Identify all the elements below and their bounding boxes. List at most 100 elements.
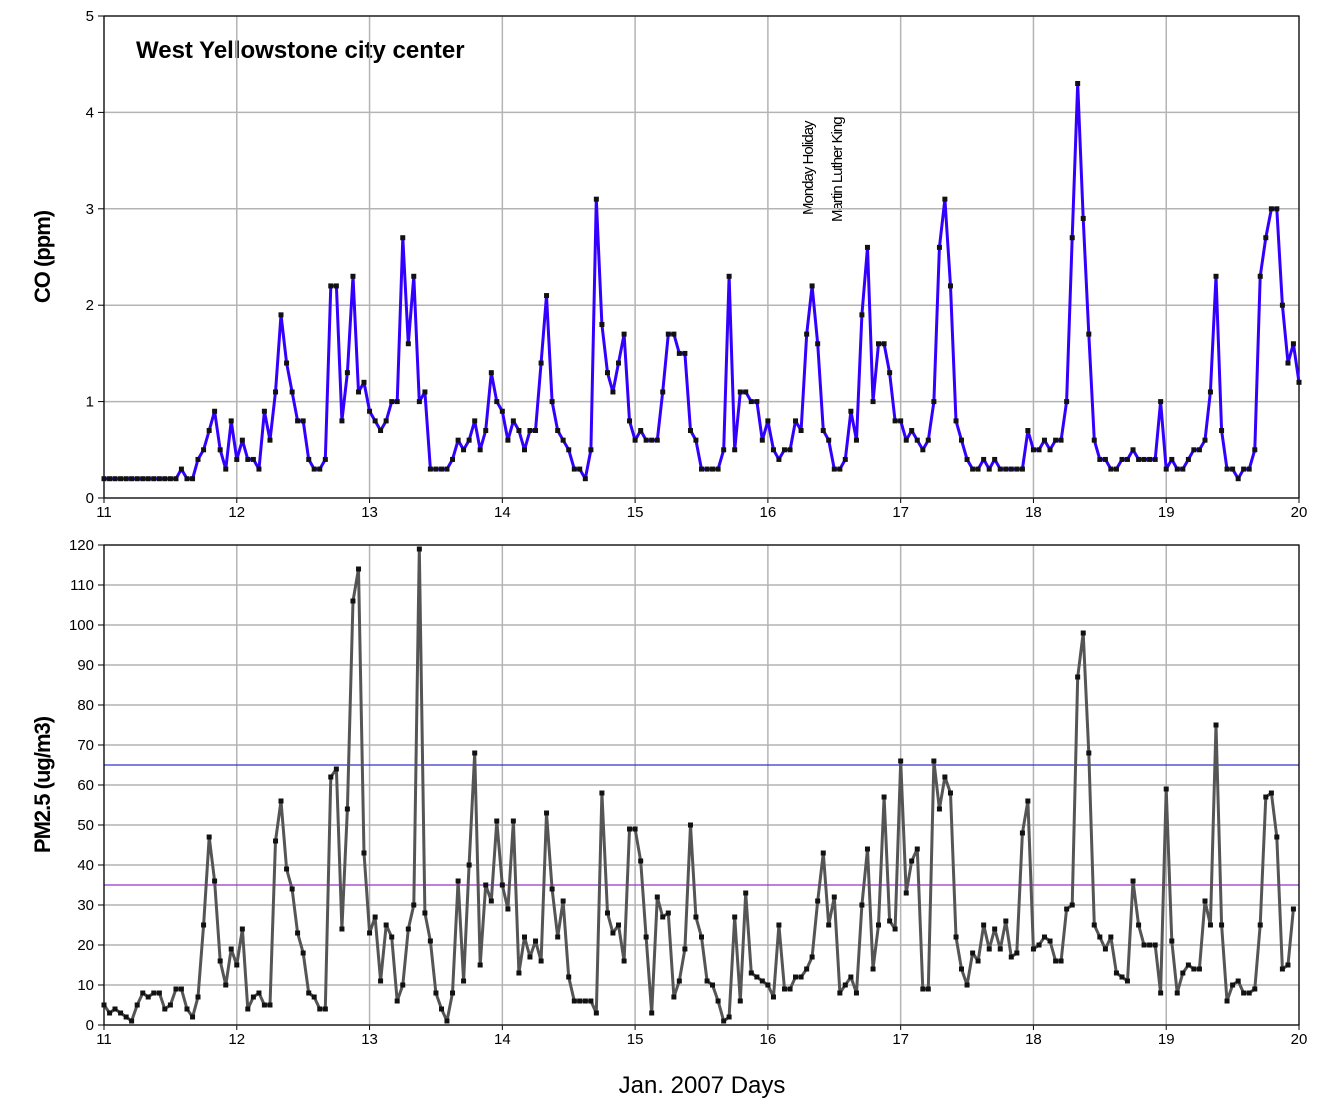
- data-point: [151, 476, 157, 482]
- data-point: [1091, 437, 1097, 443]
- data-point: [206, 428, 212, 434]
- data-point: [621, 331, 627, 337]
- data-point: [732, 914, 738, 920]
- data-point: [1185, 962, 1191, 968]
- x-tick-label: 11: [96, 504, 112, 521]
- x-tick-label: 19: [1158, 1031, 1175, 1048]
- data-point: [1053, 958, 1059, 964]
- data-point: [123, 476, 129, 482]
- data-point: [295, 930, 301, 936]
- data-point: [1252, 986, 1258, 992]
- x-tick-label: 15: [627, 1031, 644, 1048]
- data-point: [566, 447, 572, 453]
- data-point: [328, 774, 334, 780]
- data-point: [737, 389, 743, 395]
- data-point: [173, 986, 179, 992]
- data-point: [1069, 902, 1075, 908]
- data-point: [444, 466, 450, 472]
- data-point: [1196, 447, 1202, 453]
- data-point: [1202, 437, 1208, 443]
- data-point: [322, 1006, 328, 1012]
- data-point: [350, 273, 356, 279]
- data-point: [665, 910, 671, 916]
- data-point: [660, 914, 666, 920]
- y-tick-label: 5: [86, 8, 94, 25]
- data-point: [1124, 978, 1130, 984]
- data-point: [1257, 273, 1263, 279]
- data-point: [416, 546, 422, 552]
- data-point: [228, 946, 234, 952]
- data-point: [118, 476, 124, 482]
- data-point: [1141, 942, 1147, 948]
- data-point: [472, 750, 478, 756]
- data-point: [931, 399, 937, 405]
- y-tick-label: 10: [77, 977, 94, 994]
- data-point: [809, 954, 815, 960]
- data-point: [212, 408, 218, 414]
- data-point: [831, 466, 837, 472]
- data-point: [881, 341, 887, 347]
- data-point: [195, 994, 201, 1000]
- data-point: [1274, 834, 1280, 840]
- data-point: [389, 934, 395, 940]
- data-point: [167, 1002, 173, 1008]
- data-point: [1108, 934, 1114, 940]
- data-point: [776, 456, 782, 462]
- data-point: [721, 1018, 727, 1024]
- data-point: [400, 982, 406, 988]
- data-point: [1003, 466, 1009, 472]
- data-point: [538, 360, 544, 366]
- data-point: [770, 447, 776, 453]
- data-point: [339, 418, 345, 424]
- data-point: [715, 998, 721, 1004]
- data-point: [1257, 922, 1263, 928]
- data-point: [450, 456, 456, 462]
- x-tick-label: 12: [228, 504, 245, 521]
- data-point: [1279, 966, 1285, 972]
- data-point: [112, 1006, 118, 1012]
- data-point: [870, 399, 876, 405]
- data-point: [1174, 990, 1180, 996]
- data-point: [1064, 906, 1070, 912]
- data-point: [416, 399, 422, 405]
- data-point: [588, 998, 594, 1004]
- data-point: [903, 437, 909, 443]
- data-point: [947, 283, 953, 289]
- data-point: [986, 946, 992, 952]
- data-point: [981, 456, 987, 462]
- data-point: [1108, 466, 1114, 472]
- data-point: [627, 826, 633, 832]
- y-tick-label: 1: [86, 394, 94, 411]
- x-tick-label: 20: [1291, 1031, 1308, 1048]
- data-point: [826, 437, 832, 443]
- data-point: [383, 418, 389, 424]
- data-point: [1124, 456, 1130, 462]
- data-point: [1019, 830, 1025, 836]
- data-point: [853, 437, 859, 443]
- data-point: [588, 447, 594, 453]
- data-point: [654, 437, 660, 443]
- data-point: [837, 990, 843, 996]
- data-point: [942, 774, 948, 780]
- data-point: [1219, 428, 1225, 434]
- data-point: [1113, 466, 1119, 472]
- data-point: [201, 922, 207, 928]
- data-point: [898, 758, 904, 764]
- data-point: [1279, 302, 1285, 308]
- data-point: [278, 312, 284, 318]
- data-point: [975, 958, 981, 964]
- data-point: [931, 758, 937, 764]
- data-point: [992, 456, 998, 462]
- data-point: [118, 1010, 124, 1016]
- data-point: [787, 986, 793, 992]
- data-point: [499, 882, 505, 888]
- data-point: [798, 428, 804, 434]
- data-point: [1047, 938, 1053, 944]
- data-point: [405, 341, 411, 347]
- data-point: [422, 910, 428, 916]
- data-point: [748, 970, 754, 976]
- data-point: [1263, 235, 1269, 241]
- data-point: [638, 858, 644, 864]
- data-point: [422, 389, 428, 395]
- data-point: [1130, 878, 1136, 884]
